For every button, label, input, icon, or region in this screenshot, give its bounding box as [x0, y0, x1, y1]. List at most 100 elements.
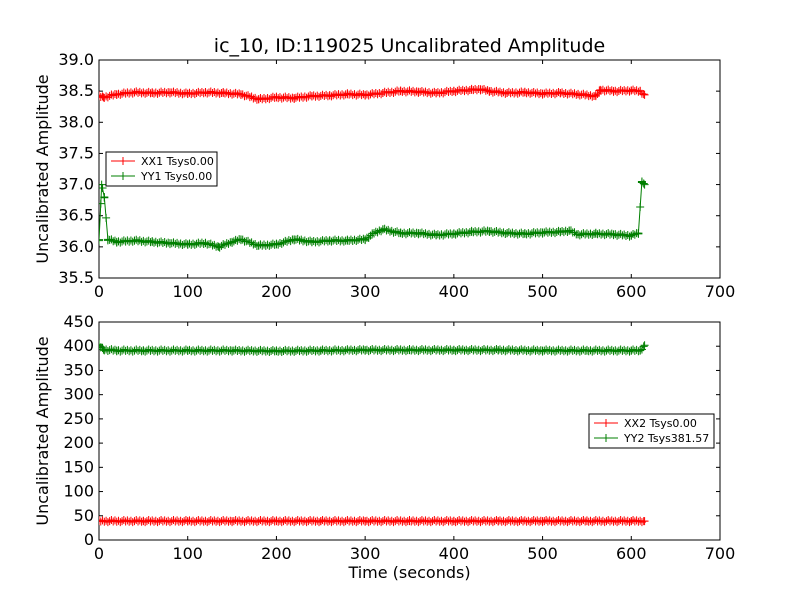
top-series-1-data-point	[325, 91, 334, 100]
bottom-series-markers-2	[99, 340, 649, 357]
top-series-2-point	[293, 234, 302, 243]
bottom-series-2-point	[476, 347, 485, 356]
top-series-2-point	[339, 237, 348, 246]
top-series-1-data-point	[183, 89, 192, 98]
top-series-2-point	[110, 236, 119, 245]
bottom-series-markers-1	[99, 516, 649, 527]
top-series-1-data-point	[219, 89, 228, 98]
bottom-series-2-point	[464, 347, 473, 356]
bottom-series-1-point	[215, 518, 224, 527]
bottom-series-2-data-point	[272, 347, 281, 356]
top-series-1-point	[558, 88, 567, 97]
bottom-series-2-point	[352, 347, 361, 356]
top-series-2-point	[132, 235, 141, 244]
top-series-1-data-point	[165, 88, 174, 97]
bottom-series-2-point	[377, 347, 386, 356]
top-series-2-data-point	[609, 230, 618, 239]
bottom-chart: 0 100 200 300 400 500 600 700050100150200250300…	[33, 312, 735, 582]
top-series-2-data-point	[100, 193, 109, 202]
top-series-2-point	[160, 238, 169, 247]
top-series-1-point	[582, 90, 591, 99]
top-series-1-data-point	[99, 93, 108, 102]
top-series-1-data-point	[307, 92, 316, 101]
bottom-series-1-point	[464, 518, 473, 527]
bottom-series-2-point	[107, 345, 116, 354]
top-series-2-point	[492, 226, 501, 235]
top-series-2-data-point	[130, 236, 139, 245]
bottom-series-2-point	[240, 347, 249, 356]
bottom-series-1-data-point	[272, 517, 281, 526]
top-series-1-point	[247, 92, 256, 101]
top-series-2-data-point	[361, 235, 370, 244]
top-series-1-data-point	[130, 88, 139, 97]
top-series-2-data-point	[307, 237, 316, 246]
top-series-2-point	[205, 240, 214, 249]
bottom-series-2-point	[215, 347, 224, 356]
top-series-1-data-point	[538, 89, 547, 98]
top-legend-box	[105, 151, 218, 187]
bottom-series-1-point	[153, 518, 162, 527]
top-series-2-point	[401, 230, 410, 239]
top-series-2-point	[616, 229, 625, 238]
top-x-tick-label: 600	[616, 282, 647, 301]
top-series-1-point	[529, 87, 538, 96]
top-series-1-point	[240, 92, 249, 101]
top-series-2-data-point	[627, 231, 636, 240]
bottom-series-2-point	[302, 347, 311, 356]
bottom-series-1-data-point	[449, 517, 458, 526]
top-series-1-data-point	[574, 90, 583, 99]
bottom-series-2-data-point	[494, 346, 503, 355]
top-series-2-data-point	[503, 229, 512, 238]
top-series-1-point	[99, 91, 103, 100]
top-series-2-point	[417, 228, 426, 237]
bottom-series-1-data-point	[99, 517, 103, 526]
bottom-x-tick-label: 0	[94, 544, 104, 563]
top-series-2-data-point	[565, 226, 574, 235]
bottom-series-2-point	[153, 347, 162, 356]
top-series-2-point	[327, 237, 336, 246]
bottom-series-2-point	[116, 347, 125, 356]
top-series-2-point	[99, 184, 107, 193]
bottom-series-2-point	[203, 347, 212, 356]
top-series-1-point	[245, 93, 254, 102]
bottom-series-1-point	[190, 518, 199, 527]
top-legend: XX1 Tsys0.00 YY1 Tsys0.00	[105, 151, 218, 187]
top-series-2-point	[157, 237, 166, 246]
top-y-tick-label: 36.0	[58, 237, 94, 256]
bottom-series-2-point	[99, 340, 103, 349]
top-series-2-data-point	[103, 235, 112, 244]
bottom-series-2-point	[613, 347, 622, 356]
top-series-2-data-point	[370, 229, 379, 238]
top-series-1-point	[604, 85, 613, 94]
bottom-series-2-point	[277, 348, 286, 357]
top-y-tick-label: 35.5	[58, 268, 94, 287]
top-series-2-point	[393, 227, 402, 236]
top-series-1-point	[566, 88, 575, 97]
bottom-y-tick-label: 400	[63, 336, 94, 355]
top-series-1-data-point	[640, 90, 649, 99]
bottom-series-1-point	[252, 518, 261, 527]
top-series-1-point	[495, 87, 504, 96]
top-y-tick-label: 37.5	[58, 143, 94, 162]
top-series-1-point	[141, 89, 150, 98]
top-series-2-point	[513, 230, 522, 239]
bottom-series-1-point	[178, 518, 187, 527]
bottom-series-2-point	[563, 347, 572, 356]
bottom-series-2-point	[625, 347, 634, 356]
top-x-tick-label: 0	[94, 282, 104, 301]
top-series-2-data-point	[538, 228, 547, 237]
top-series-1-data-point	[591, 92, 600, 101]
bottom-series-1-point	[352, 518, 361, 527]
top-series-2-point	[607, 229, 616, 238]
bottom-series-2-point	[588, 347, 597, 356]
bottom-series-1-point	[327, 518, 336, 527]
top-series-2-data-point	[148, 237, 157, 246]
top-series-2-point	[215, 243, 224, 252]
bottom-series-1-data-point	[538, 517, 547, 526]
top-series-2-data-point	[112, 237, 121, 246]
bottom-series-1-point	[339, 518, 348, 527]
top-series-2-point	[620, 230, 629, 239]
top-series-2-point	[102, 213, 111, 222]
top-series-2-data-point	[591, 229, 600, 238]
top-series-2-data-point	[378, 225, 387, 234]
